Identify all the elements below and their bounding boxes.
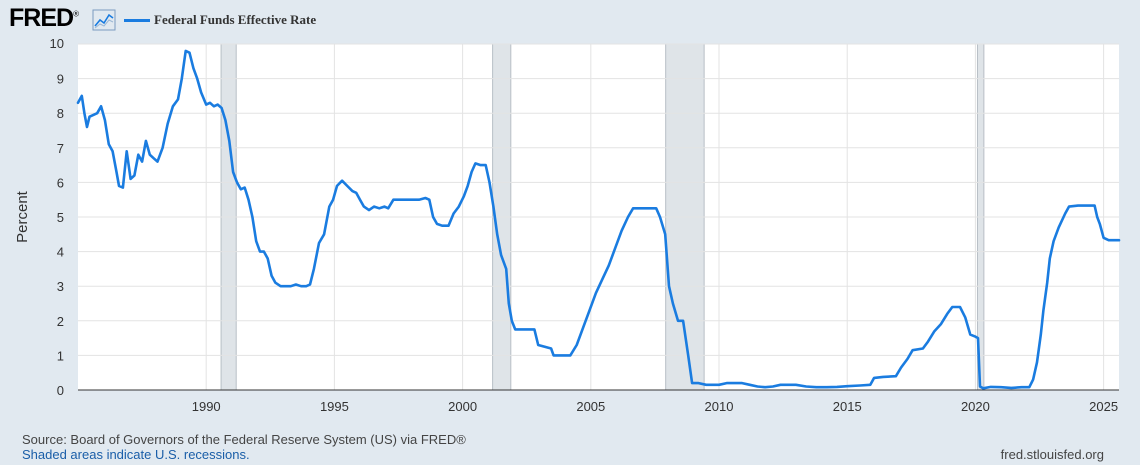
series-line-federal-funds[interactable] bbox=[76, 49, 1121, 390]
y-axis-title: Percent bbox=[14, 190, 31, 243]
legend-swatch bbox=[124, 18, 150, 22]
x-tick-label: 2015 bbox=[833, 399, 862, 414]
y-tick-label: 2 bbox=[57, 314, 64, 329]
y-tick-label: 10 bbox=[50, 36, 64, 51]
chart-legend: Federal Funds Effective Rate bbox=[124, 12, 316, 28]
y-tick-label: 5 bbox=[57, 210, 64, 225]
y-tick-label: 8 bbox=[57, 106, 64, 121]
recession-note-link[interactable]: Shaded areas indicate U.S. recessions. bbox=[22, 447, 250, 462]
fred-url-link[interactable]: fred.stlouisfed.org bbox=[1000, 447, 1104, 462]
y-tick-label: 4 bbox=[57, 245, 64, 260]
y-axis-ticks: 0 1 2 3 4 5 6 7 8 9 10 bbox=[50, 36, 64, 398]
y-tick-label: 1 bbox=[57, 348, 64, 363]
y-tick-label: 3 bbox=[57, 279, 64, 294]
x-tick-label: 2005 bbox=[576, 399, 605, 414]
source-note: Source: Board of Governors of the Federa… bbox=[22, 432, 466, 447]
x-tick-label: 1990 bbox=[192, 399, 221, 414]
x-tick-label: 2010 bbox=[705, 399, 734, 414]
x-tick-label: 2025 bbox=[1089, 399, 1118, 414]
x-tick-label: 2020 bbox=[961, 399, 990, 414]
x-tick-label: 2000 bbox=[448, 399, 477, 414]
chart-line-icon bbox=[92, 9, 116, 31]
y-tick-label: 9 bbox=[57, 72, 64, 87]
y-tick-label: 0 bbox=[57, 383, 64, 398]
x-axis-ticks: 1990 1995 2000 2005 2010 2015 2020 2025 bbox=[192, 399, 1118, 414]
chart-canvas: 0 1 2 3 4 5 6 7 8 9 10 1990 1995 2000 2005 2010 2015 202… bbox=[14, 36, 1121, 414]
legend-label: Federal Funds Effective Rate bbox=[154, 12, 317, 27]
x-tick-label: 1995 bbox=[320, 399, 349, 414]
y-tick-label: 6 bbox=[57, 175, 64, 190]
fred-logo[interactable]: FRED® bbox=[9, 4, 79, 32]
y-tick-label: 7 bbox=[57, 141, 64, 156]
chart-header: FRED® Federal Funds Effective Rate bbox=[0, 0, 1140, 40]
